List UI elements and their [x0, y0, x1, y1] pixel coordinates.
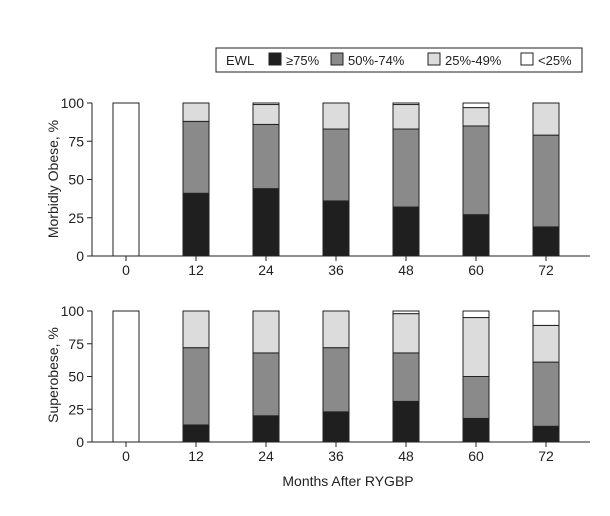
legend-swatch-1: [268, 52, 282, 66]
bar-segment-bottom-12-s2: [182, 347, 210, 426]
bar-segment-bottom-12-s3: [182, 310, 210, 349]
y-tick-label-bottom: 100: [61, 303, 85, 319]
bar-segment-bottom-36-s1: [322, 411, 350, 443]
bar-segment-bottom-48-s3: [392, 313, 420, 354]
bar-segment-top-60-s3: [462, 107, 490, 127]
x-tick-label-bottom: 0: [122, 448, 130, 464]
bar-segment-top-24-s3: [252, 104, 280, 125]
legend-label-3: 25%-49%: [445, 53, 502, 68]
x-tick-label-bottom: 24: [258, 448, 274, 464]
bar-segment-bottom-12-s1: [182, 424, 210, 443]
bar-segment-bottom-60-s1: [462, 417, 490, 443]
bar-segment-top-48-s3: [392, 104, 420, 130]
x-tick-label-top: 48: [398, 262, 414, 278]
x-tick-label-bottom: 72: [538, 448, 554, 464]
y-axis-title-top: Morbidly Obese, %: [45, 120, 61, 238]
bar-segment-bottom-24-s1: [252, 415, 280, 443]
bar-segment-top-72-s3: [532, 102, 560, 136]
bar-segment-top-24-s2: [252, 123, 280, 190]
bar-segment-bottom-36-s2: [322, 347, 350, 413]
y-tick-label-bottom: 25: [68, 401, 84, 417]
bar-segment-top-48-s4: [392, 102, 420, 106]
bar-segment-top-60-s2: [462, 125, 490, 216]
bar-segment-top-72-s1: [532, 226, 560, 257]
x-tick-label-top: 36: [328, 262, 344, 278]
bar-segment-top-24-s1: [252, 188, 280, 257]
legend-label-4: <25%: [538, 53, 572, 68]
bar-segment-bottom-72-s3: [532, 324, 560, 363]
bar-segment-top-12-s2: [182, 120, 210, 194]
x-tick-label-top: 24: [258, 262, 274, 278]
bar-segment-bottom-72-s1: [532, 425, 560, 443]
legend: EWL ≥75% 50%-74% 25%-49% <25%: [215, 47, 583, 73]
bar-segment-top-12-s1: [182, 192, 210, 257]
bar-segment-top-48-s1: [392, 206, 420, 257]
x-tick-label-top: 0: [122, 262, 130, 278]
bar-segment-top-36-s3: [322, 102, 350, 130]
chart-panel-superobese: Superobese, % Months After RYGBP 0 25 50 75…: [45, 303, 590, 489]
bar-segment-bottom-72-s2: [532, 361, 560, 427]
legend-swatch-3: [427, 52, 441, 66]
bar-segment-top-48-s2: [392, 128, 420, 208]
y-tick-label-top: 75: [68, 133, 84, 149]
bar-segment-bottom-36-s3: [322, 310, 350, 349]
bar-segment-top-0-s4: [112, 102, 140, 257]
legend-title: EWL: [226, 53, 254, 68]
bar-segment-top-12-s3: [182, 102, 210, 122]
bar-segment-bottom-24-s3: [252, 310, 280, 354]
bar-segment-bottom-60-s2: [462, 376, 490, 419]
x-tick-label-bottom: 36: [328, 448, 344, 464]
x-tick-label-bottom: 12: [188, 448, 204, 464]
bar-segment-bottom-60-s3: [462, 317, 490, 377]
y-tick-label-bottom: 75: [68, 336, 84, 352]
bar-segment-bottom-0-s4: [112, 310, 140, 443]
bar-segment-top-24-s4: [252, 102, 280, 106]
bar-segment-bottom-72-s4: [532, 310, 560, 326]
x-tick-label-top: 72: [538, 262, 554, 278]
bar-segment-top-60-s4: [462, 102, 490, 109]
bar-segment-bottom-48-s1: [392, 400, 420, 443]
y-tick-label-top: 100: [61, 95, 85, 111]
legend-swatch-2: [330, 52, 344, 66]
bar-segment-top-36-s2: [322, 128, 350, 202]
bar-segment-top-36-s1: [322, 200, 350, 257]
y-tick-label-top: 25: [68, 210, 84, 226]
y-axis-title-bottom: Superobese, %: [45, 327, 61, 423]
legend-label-2: 50%-74%: [348, 53, 405, 68]
x-tick-label-top: 60: [468, 262, 484, 278]
x-tick-label-top: 12: [188, 262, 204, 278]
chart-panel-morbidly-obese: Morbidly Obese, % 0 25 50 75 100 0 12 24 36 48 60 7…: [45, 95, 590, 278]
x-tick-label-bottom: 60: [468, 448, 484, 464]
x-tick-label-bottom: 48: [398, 448, 414, 464]
y-tick-label-bottom: 50: [68, 369, 84, 385]
y-tick-label-top: 50: [68, 172, 84, 188]
bar-segment-bottom-60-s4: [462, 310, 490, 319]
bar-segment-top-72-s2: [532, 134, 560, 228]
legend-label-1: ≥75%: [286, 53, 320, 68]
y-tick-label-top: 0: [76, 248, 84, 264]
x-axis-title: Months After RYGBP: [282, 473, 413, 489]
bar-segment-bottom-48-s2: [392, 352, 420, 402]
y-tick-label-bottom: 0: [76, 434, 84, 450]
legend-swatch-4: [520, 52, 534, 66]
bar-segment-bottom-48-s4: [392, 310, 420, 315]
bar-segment-top-60-s1: [462, 214, 490, 257]
bar-segment-bottom-24-s2: [252, 352, 280, 417]
